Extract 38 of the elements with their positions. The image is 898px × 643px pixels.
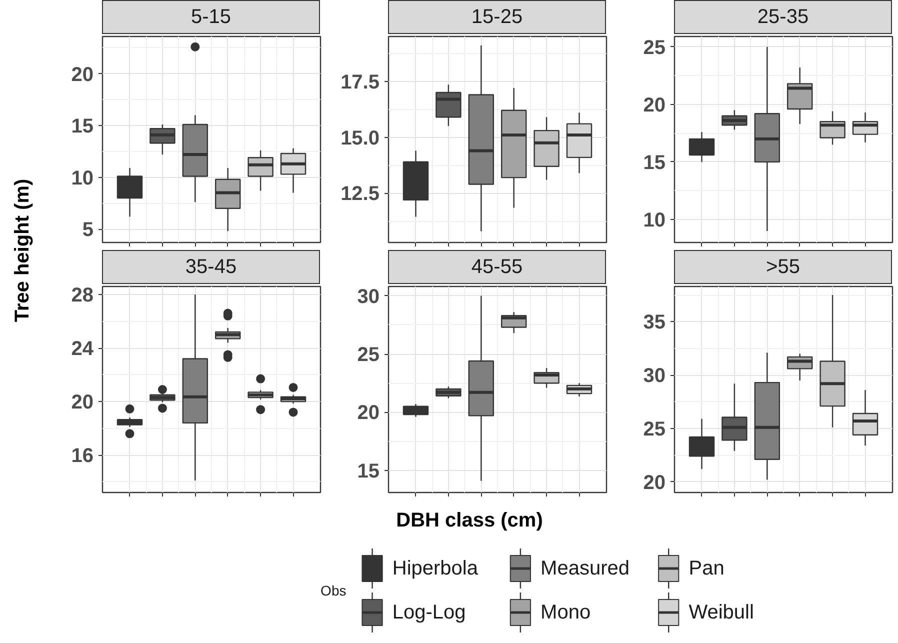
- legend-label: Mono: [540, 602, 591, 624]
- legend-label: Pan: [688, 558, 724, 580]
- y-tick-label: 16: [71, 445, 94, 468]
- y-tick-label: 25: [357, 344, 380, 366]
- y-tick-label: 24: [71, 338, 94, 360]
- chart-title: 45-55: [471, 255, 523, 280]
- y-tick-label: 17.5: [340, 71, 380, 94]
- chart-title: 5-15: [190, 5, 232, 30]
- y-tick-label: 20: [71, 392, 94, 414]
- legend-label: Log-Log: [392, 602, 466, 624]
- x-axis-title: DBH class (cm): [396, 510, 543, 532]
- y-tick-label: 12.5: [340, 183, 380, 206]
- y-tick-label: 20: [643, 94, 666, 116]
- chart-title: 15-25: [471, 5, 523, 30]
- y-tick-label: 15: [357, 460, 380, 482]
- y-tick-label: 28: [71, 284, 94, 307]
- legend-label: Weibull: [688, 602, 754, 624]
- y-tick-label: 20: [71, 64, 94, 86]
- y-tick-label: 30: [357, 286, 380, 308]
- y-tick-label: 30: [643, 365, 666, 388]
- y-tick-label: 10: [643, 209, 666, 232]
- y-tick-label: 25: [643, 36, 666, 59]
- y-tick-label: 20: [357, 402, 380, 424]
- y-tick-label: 25: [643, 418, 666, 440]
- y-tick-label: 20: [643, 472, 666, 494]
- chart-title: 25-35: [757, 5, 809, 30]
- legend-label: Measured: [540, 558, 630, 580]
- y-tick-label: 15: [643, 152, 666, 174]
- chart-title: >55: [766, 255, 800, 280]
- y-tick-label: 5: [82, 219, 94, 242]
- y-tick-label: 15: [71, 116, 94, 138]
- y-tick-label: 10: [71, 167, 94, 190]
- legend-label: Hiperbola: [392, 558, 479, 580]
- y-axis-title: Tree height (m): [12, 178, 34, 322]
- y-tick-label: 15.0: [340, 127, 380, 150]
- y-tick-label: 35: [643, 312, 666, 334]
- legend-title: Obs: [320, 582, 346, 598]
- chart-title: 35-45: [185, 255, 237, 280]
